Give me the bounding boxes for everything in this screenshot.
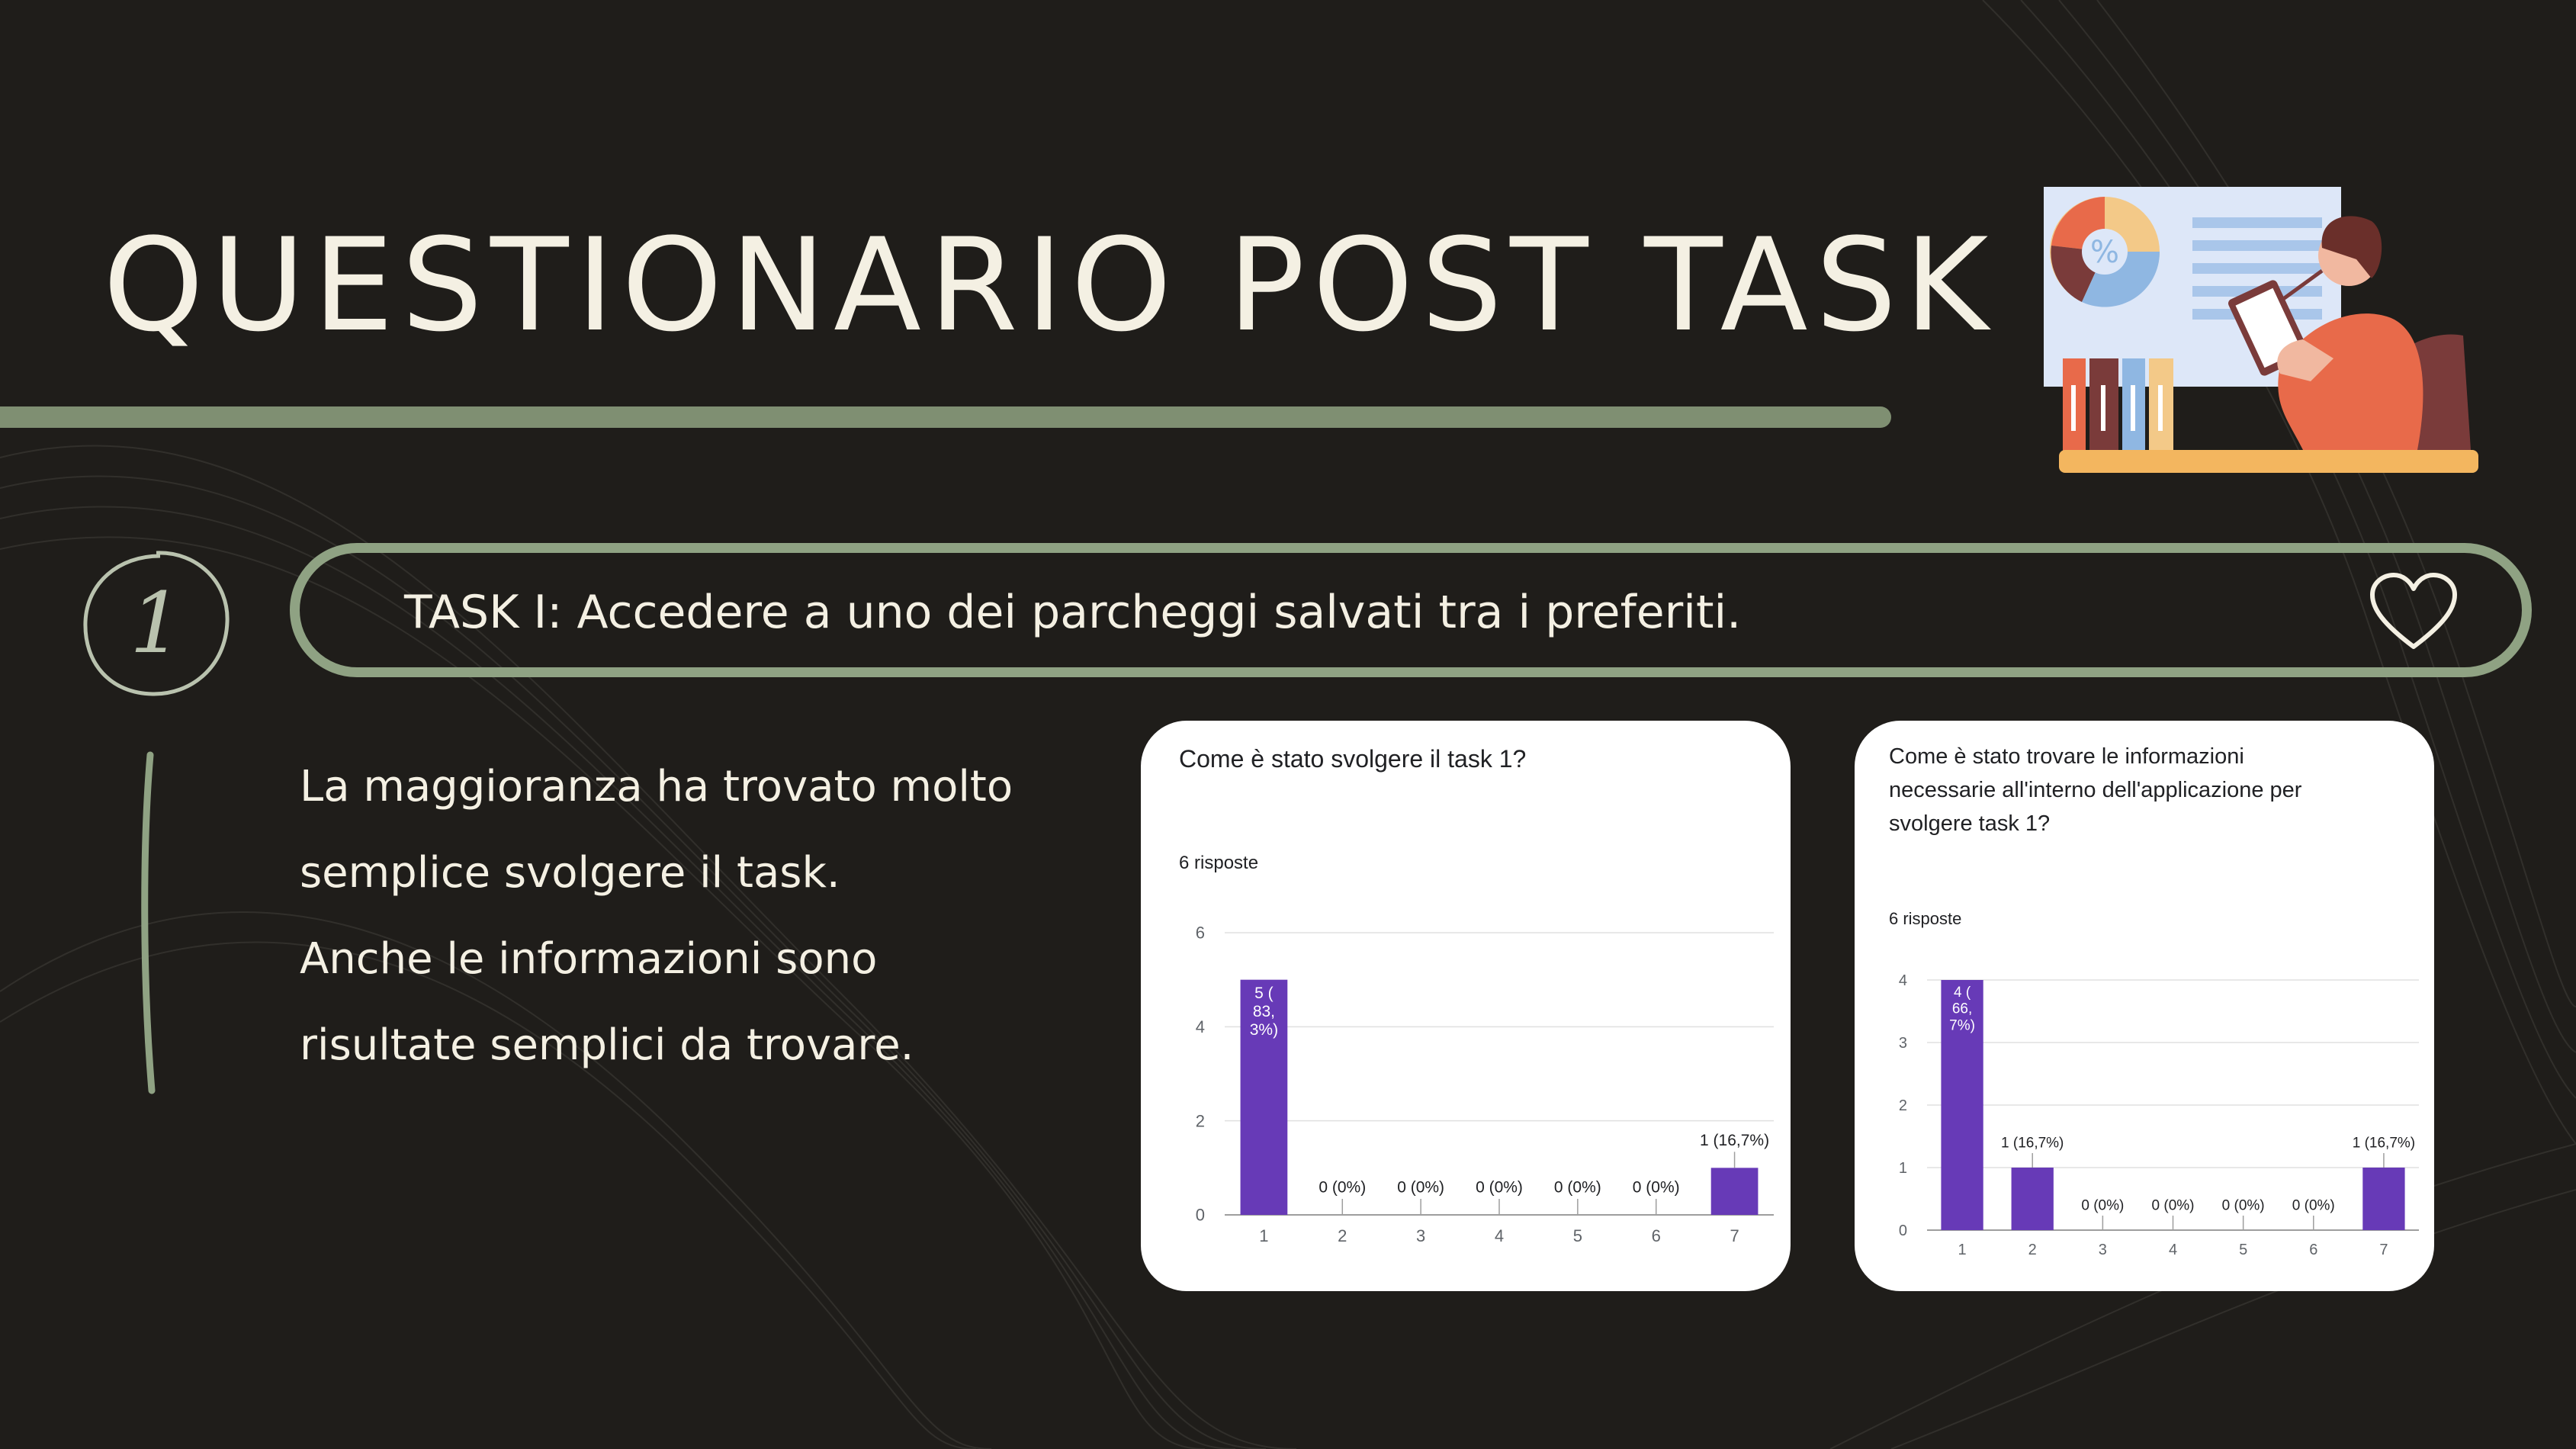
bar <box>1710 1168 1759 1215</box>
task-banner <box>290 543 2532 677</box>
y-tick-label: 0 <box>1196 1206 1205 1225</box>
x-tick-label: 6 <box>1652 1226 1661 1245</box>
data-label: 1 (16,7%) <box>2001 1135 2064 1151</box>
chart-card-task-execution: Come è stato svolgere il task 1? 6 rispo… <box>1141 721 1791 1291</box>
data-label: 0 (0%) <box>1397 1179 1444 1197</box>
data-label: 66, <box>1952 1001 1972 1017</box>
data-label: 0 (0%) <box>1633 1179 1680 1197</box>
x-tick-label: 5 <box>1573 1226 1582 1245</box>
task-label: TASK I: Accedere a uno dei parcheggi sal… <box>404 586 1742 639</box>
response-count: 6 risposte <box>1889 909 1962 928</box>
title-underline <box>0 406 1891 428</box>
y-tick-label: 4 <box>1899 972 1907 989</box>
data-label: 7%) <box>1949 1018 1975 1034</box>
summary-line: semplice svolgere il task. <box>300 848 840 898</box>
step-number: 1 <box>130 574 183 672</box>
data-label: 4 ( <box>1954 985 1971 1001</box>
summary-line: risultate semplici da trovare. <box>300 1020 914 1070</box>
data-label: 83, <box>1253 1003 1275 1020</box>
x-tick-label: 4 <box>2169 1242 2177 1258</box>
data-analyst-illustration: % <box>2044 187 2478 473</box>
response-count: 6 risposte <box>1179 853 1259 873</box>
page-title: QUESTIONARIO POST TASK <box>103 210 1996 360</box>
summary-text: La maggioranza ha trovato molto semplice… <box>300 744 1139 1088</box>
summary-line: Anche le informazioni sono <box>300 934 878 984</box>
heart-icon <box>2370 573 2457 649</box>
bar-chart-task-execution: 0 2 4 6 1 5 (83,3%) 2 0 (0%) 3 0 (0%) 4 0 (0%) 5 0 (0… <box>1196 924 1774 1245</box>
x-tick-label: 7 <box>1730 1226 1739 1245</box>
x-tick-label: 2 <box>1338 1226 1347 1245</box>
x-tick-label: 2 <box>2028 1242 2037 1258</box>
step-connector-line <box>141 751 156 1094</box>
y-tick-label: 2 <box>1196 1111 1205 1130</box>
y-tick-label: 4 <box>1196 1017 1205 1036</box>
x-tick-label: 4 <box>1495 1226 1504 1245</box>
x-tick-label: 7 <box>2379 1242 2388 1258</box>
data-label: 1 (16,7%) <box>1700 1132 1769 1149</box>
data-label: 0 (0%) <box>2152 1197 2195 1213</box>
x-tick-label: 6 <box>2309 1242 2317 1258</box>
y-tick-label: 6 <box>1196 924 1205 943</box>
chart-question: Come è stato svolgere il task 1? <box>1179 745 1527 773</box>
data-label: 0 (0%) <box>1554 1179 1601 1197</box>
x-tick-label: 5 <box>2239 1242 2247 1258</box>
x-tick-label: 1 <box>1958 1242 1967 1258</box>
data-label: 0 (0%) <box>2222 1197 2265 1213</box>
bar <box>1941 980 1983 1230</box>
x-tick-label: 3 <box>2099 1242 2107 1258</box>
svg-text:%: % <box>2090 235 2119 270</box>
x-tick-label: 1 <box>1259 1226 1268 1245</box>
data-label: 3%) <box>1250 1021 1278 1039</box>
data-label: 0 (0%) <box>1319 1179 1366 1197</box>
bar-chart-information-finding: 0 1 2 3 4 1 4 (66,7%) 2 1 (16,7%) 3 0 (0%) 4 0 (0%) 5… <box>1899 972 2419 1258</box>
y-tick-label: 1 <box>1899 1160 1907 1177</box>
y-tick-label: 3 <box>1899 1035 1907 1052</box>
chart-card-information-finding: Come è stato trovare le informazioni nec… <box>1855 721 2434 1291</box>
y-tick-label: 0 <box>1899 1222 1907 1239</box>
data-label: 0 (0%) <box>1476 1179 1523 1197</box>
data-label: 0 (0%) <box>2081 1197 2124 1213</box>
bar <box>2362 1168 2405 1230</box>
step-number-badge: 1 <box>83 551 230 696</box>
data-label: 5 ( <box>1254 985 1274 1002</box>
data-label: 1 (16,7%) <box>2353 1135 2415 1151</box>
bar <box>1240 979 1288 1215</box>
data-label: 0 (0%) <box>2292 1197 2335 1213</box>
y-tick-label: 2 <box>1899 1097 1907 1114</box>
summary-line: La maggioranza ha trovato molto <box>300 762 1013 811</box>
chart-question: Come è stato trovare le informazioni nec… <box>1889 744 2302 836</box>
x-tick-label: 3 <box>1416 1226 1425 1245</box>
bar <box>2011 1168 2054 1230</box>
